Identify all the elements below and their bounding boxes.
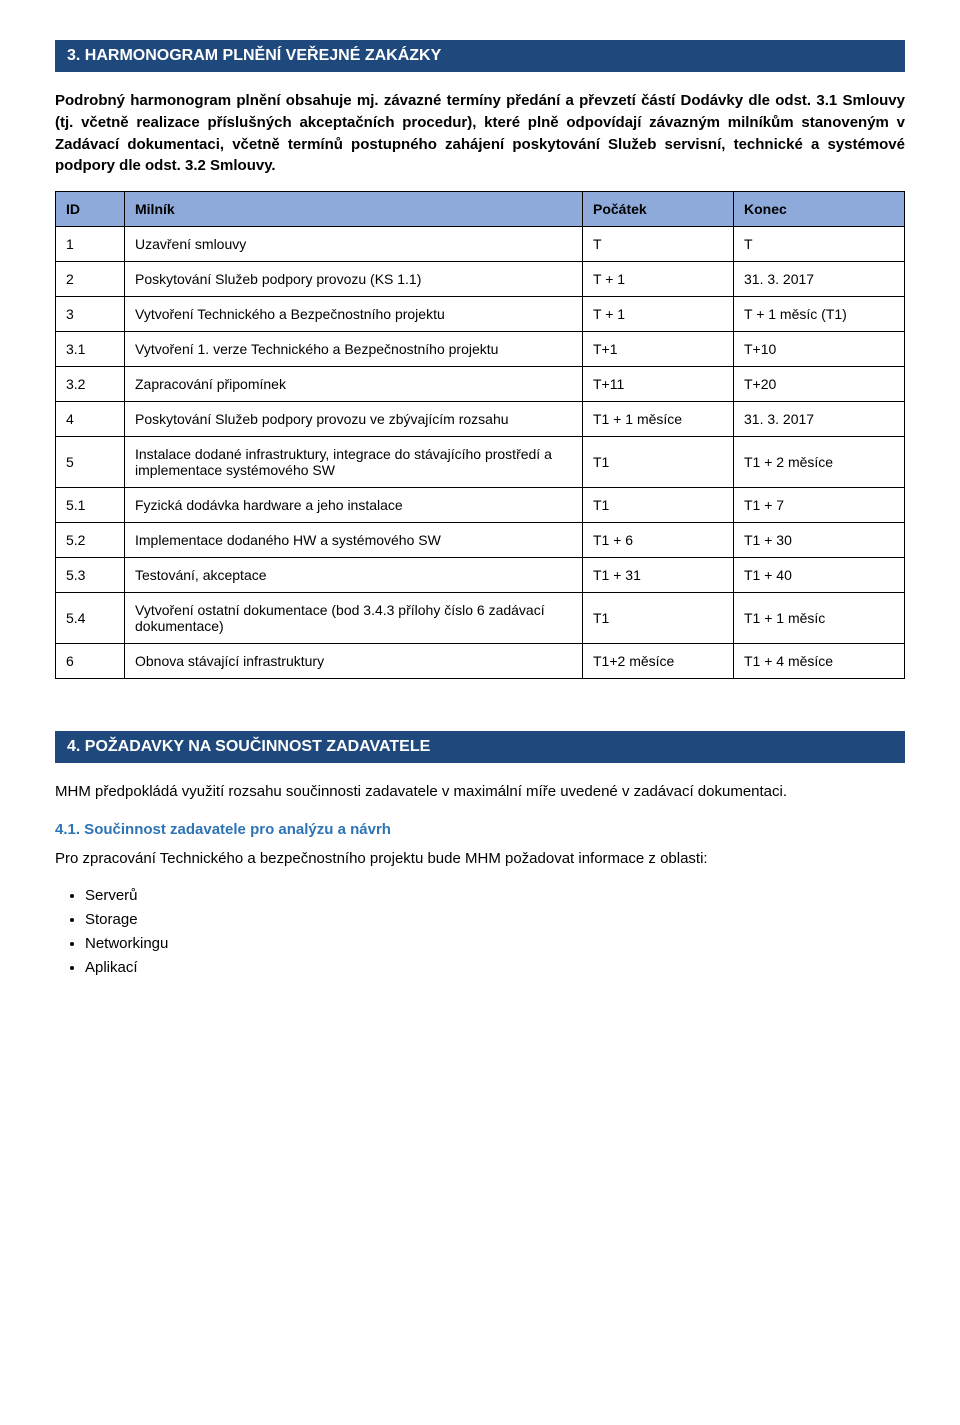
table-cell-pocatek: T+11 — [583, 367, 734, 402]
table-cell-milnik: Zapracování připomínek — [125, 367, 583, 402]
table-cell-id: 6 — [56, 644, 125, 679]
table-cell-konec: T — [734, 227, 905, 262]
table-cell-pocatek: T1 + 6 — [583, 523, 734, 558]
table-row: 5.1Fyzická dodávka hardware a jeho insta… — [56, 488, 905, 523]
table-row: 6Obnova stávající infrastrukturyT1+2 měs… — [56, 644, 905, 679]
table-cell-pocatek: T1+2 měsíce — [583, 644, 734, 679]
section-4-1-heading: 4.1. Součinnost zadavatele pro analýzu a… — [55, 821, 905, 838]
table-cell-milnik: Poskytování Služeb podpory provozu ve zb… — [125, 402, 583, 437]
table-cell-pocatek: T1 + 31 — [583, 558, 734, 593]
section-3-heading: 3. HARMONOGRAM PLNĚNÍ VEŘEJNÉ ZAKÁZKY — [55, 40, 905, 72]
table-cell-konec: T1 + 7 — [734, 488, 905, 523]
section-4-heading: 4. POŽADAVKY NA SOUČINNOST ZADAVATELE — [55, 731, 905, 763]
table-cell-milnik: Instalace dodané infrastruktury, integra… — [125, 437, 583, 488]
table-cell-konec: T+20 — [734, 367, 905, 402]
table-cell-id: 3 — [56, 297, 125, 332]
list-item: Aplikací — [85, 956, 905, 980]
section-4-1-paragraph: Pro zpracování Technického a bezpečnostn… — [55, 848, 905, 870]
table-cell-id: 5.1 — [56, 488, 125, 523]
table-cell-konec: 31. 3. 2017 — [734, 262, 905, 297]
table-cell-id: 3.2 — [56, 367, 125, 402]
table-cell-milnik: Vytvoření 1. verze Technického a Bezpečn… — [125, 332, 583, 367]
table-cell-id: 4 — [56, 402, 125, 437]
table-row: 5.4Vytvoření ostatní dokumentace (bod 3.… — [56, 593, 905, 644]
table-cell-konec: T + 1 měsíc (T1) — [734, 297, 905, 332]
table-cell-konec: T1 + 40 — [734, 558, 905, 593]
table-cell-konec: T1 + 4 měsíce — [734, 644, 905, 679]
table-cell-konec: T1 + 1 měsíc — [734, 593, 905, 644]
table-row: 4Poskytování Služeb podpory provozu ve z… — [56, 402, 905, 437]
bullet-list: ServerůStorageNetworkinguAplikací — [85, 884, 905, 980]
page: 3. HARMONOGRAM PLNĚNÍ VEŘEJNÉ ZAKÁZKY Po… — [0, 0, 960, 1020]
table-cell-id: 2 — [56, 262, 125, 297]
table-cell-pocatek: T + 1 — [583, 297, 734, 332]
table-cell-konec: T+10 — [734, 332, 905, 367]
table-row: 3.2Zapracování připomínekT+11T+20 — [56, 367, 905, 402]
list-item: Serverů — [85, 884, 905, 908]
table-cell-milnik: Vytvoření Technického a Bezpečnostního p… — [125, 297, 583, 332]
table-cell-pocatek: T1 — [583, 437, 734, 488]
table-cell-id: 5.2 — [56, 523, 125, 558]
table-cell-milnik: Testování, akceptace — [125, 558, 583, 593]
table-cell-id: 1 — [56, 227, 125, 262]
table-cell-konec: T1 + 2 měsíce — [734, 437, 905, 488]
table-row: 2Poskytování Služeb podpory provozu (KS … — [56, 262, 905, 297]
table-cell-milnik: Poskytování Služeb podpory provozu (KS 1… — [125, 262, 583, 297]
table-cell-milnik: Implementace dodaného HW a systémového S… — [125, 523, 583, 558]
table-cell-pocatek: T1 — [583, 488, 734, 523]
table-header-row: ID Milník Počátek Konec — [56, 192, 905, 227]
table-cell-milnik: Uzavření smlouvy — [125, 227, 583, 262]
table-cell-pocatek: T — [583, 227, 734, 262]
th-id: ID — [56, 192, 125, 227]
table-row: 3.1Vytvoření 1. verze Technického a Bezp… — [56, 332, 905, 367]
table-cell-pocatek: T+1 — [583, 332, 734, 367]
list-item: Storage — [85, 908, 905, 932]
section-4-paragraph: MHM předpokládá využití rozsahu součinno… — [55, 781, 905, 803]
table-cell-id: 3.1 — [56, 332, 125, 367]
table-cell-id: 5.4 — [56, 593, 125, 644]
table-cell-id: 5.3 — [56, 558, 125, 593]
table-cell-milnik: Fyzická dodávka hardware a jeho instalac… — [125, 488, 583, 523]
table-cell-konec: T1 + 30 — [734, 523, 905, 558]
table-row: 5.2Implementace dodaného HW a systémovéh… — [56, 523, 905, 558]
table-cell-pocatek: T + 1 — [583, 262, 734, 297]
table-cell-pocatek: T1 + 1 měsíce — [583, 402, 734, 437]
table-row: 1Uzavření smlouvyTT — [56, 227, 905, 262]
list-item: Networkingu — [85, 932, 905, 956]
table-cell-milnik: Obnova stávající infrastruktury — [125, 644, 583, 679]
table-row: 3Vytvoření Technického a Bezpečnostního … — [56, 297, 905, 332]
th-milnik: Milník — [125, 192, 583, 227]
table-cell-konec: 31. 3. 2017 — [734, 402, 905, 437]
table-cell-id: 5 — [56, 437, 125, 488]
th-konec: Konec — [734, 192, 905, 227]
th-pocatek: Počátek — [583, 192, 734, 227]
table-row: 5.3Testování, akceptaceT1 + 31T1 + 40 — [56, 558, 905, 593]
table-cell-pocatek: T1 — [583, 593, 734, 644]
table-cell-milnik: Vytvoření ostatní dokumentace (bod 3.4.3… — [125, 593, 583, 644]
table-row: 5Instalace dodané infrastruktury, integr… — [56, 437, 905, 488]
milestone-table: ID Milník Počátek Konec 1Uzavření smlouv… — [55, 191, 905, 679]
section-3-paragraph: Podrobný harmonogram plnění obsahuje mj.… — [55, 90, 905, 177]
